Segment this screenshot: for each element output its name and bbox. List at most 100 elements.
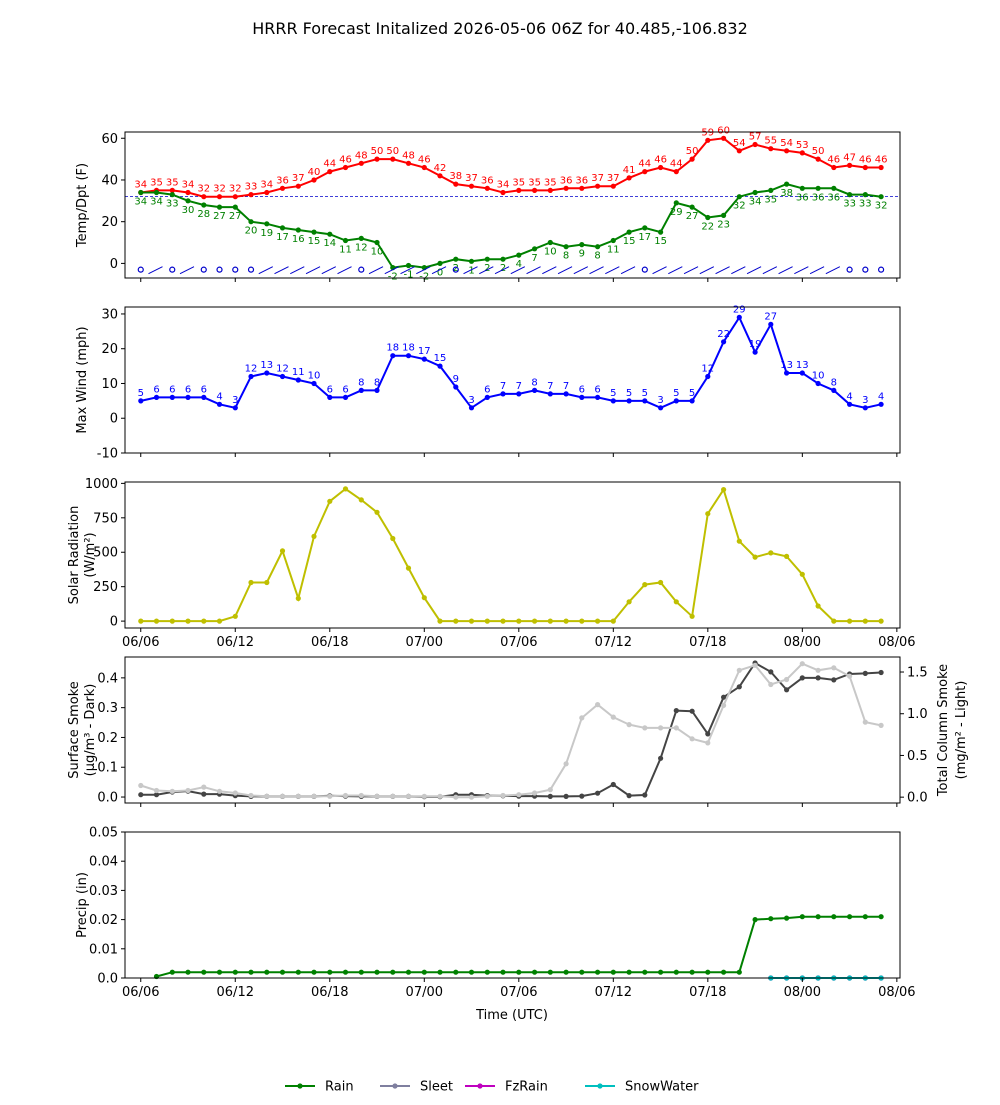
data-point <box>752 189 758 196</box>
series-line-4-2 <box>140 662 882 799</box>
data-point <box>248 579 254 586</box>
data-label: 15 <box>308 236 321 247</box>
data-point <box>248 792 254 799</box>
data-label: 37 <box>607 173 620 184</box>
data-label: 11 <box>607 245 620 256</box>
data-label: 27 <box>686 211 699 222</box>
data-point <box>673 599 679 605</box>
data-label: 37 <box>292 173 305 184</box>
y-tick-label: 750 <box>93 511 118 526</box>
data-point <box>705 740 711 746</box>
data-label: 36 <box>812 192 825 203</box>
data-label: 35 <box>166 177 179 188</box>
data-point <box>264 579 270 586</box>
data-point <box>516 187 522 193</box>
data-label: 36 <box>481 175 494 186</box>
data-label: 15 <box>654 236 667 247</box>
data-point <box>185 618 191 624</box>
data-label: 34 <box>134 180 147 191</box>
data-point <box>264 370 270 376</box>
data-point <box>579 969 585 975</box>
data-label: 36 <box>276 175 289 186</box>
data-point <box>610 398 616 404</box>
wind-barb-glyph <box>715 266 730 275</box>
data-label: 17 <box>418 346 431 357</box>
wind-barb-glyph <box>746 266 762 275</box>
data-label: 2 <box>453 263 459 274</box>
data-point <box>216 401 223 407</box>
data-point <box>689 204 695 210</box>
data-point <box>185 969 191 975</box>
data-point <box>405 793 412 799</box>
data-label: 37 <box>591 173 604 184</box>
data-point <box>878 669 884 676</box>
data-label: 20 <box>245 226 258 237</box>
data-point <box>327 169 333 175</box>
data-point <box>673 969 679 975</box>
y-right-tick-label: 0.0 <box>907 791 928 806</box>
y-right-axis-label: Total Column Smoke <box>936 664 951 797</box>
data-point <box>784 687 790 693</box>
data-point <box>264 969 270 975</box>
data-point <box>752 554 758 560</box>
data-label: 32 <box>875 201 888 212</box>
data-point <box>610 618 616 624</box>
data-point <box>138 398 144 404</box>
y-axis-label: Max Wind (mph) <box>75 326 90 433</box>
y-tick-label: 20 <box>101 215 118 230</box>
data-point <box>295 227 301 233</box>
data-point <box>358 792 364 799</box>
data-point <box>815 667 821 673</box>
data-point <box>799 661 805 667</box>
y-right-tick-label: 1.0 <box>907 707 928 722</box>
data-label: 4 <box>516 259 522 270</box>
data-point <box>736 148 742 154</box>
data-point <box>721 969 727 975</box>
data-label: 30 <box>182 205 195 216</box>
data-point <box>752 349 758 355</box>
data-label: 46 <box>827 155 840 166</box>
data-point <box>595 969 601 975</box>
data-point <box>815 675 821 681</box>
y-tick-label: 30 <box>101 307 118 322</box>
data-point <box>862 192 868 198</box>
data-point <box>201 194 207 200</box>
x-tick-label: 07/00 <box>406 635 443 650</box>
data-label: 36 <box>796 192 809 203</box>
data-point <box>705 214 711 221</box>
x-tick-label: 08/00 <box>784 635 821 650</box>
data-point <box>232 204 238 210</box>
data-label: 36 <box>827 192 840 203</box>
x-tick-label: 07/06 <box>500 985 537 1000</box>
y-tick-label: 0.04 <box>89 855 118 870</box>
data-label: 5 <box>626 388 632 399</box>
x-tick-label: 07/00 <box>406 985 443 1000</box>
data-point <box>658 725 664 731</box>
data-label: 0 <box>437 267 443 278</box>
data-point <box>642 169 648 175</box>
data-point <box>484 185 490 191</box>
data-point <box>721 339 727 345</box>
x-tick-label: 08/06 <box>878 635 915 650</box>
y-axis-label: Precip (in) <box>75 872 90 938</box>
legend-item-rain: Rain <box>285 1080 354 1095</box>
calm-wind-marker <box>846 266 853 273</box>
data-point <box>705 373 711 380</box>
data-point <box>705 511 711 517</box>
data-point <box>358 160 364 166</box>
y-tick-label: 0.03 <box>89 884 118 899</box>
data-point <box>500 618 506 624</box>
wind-barb-glyph <box>762 266 778 275</box>
plot-frame <box>124 656 901 804</box>
y-tick-label: 40 <box>101 173 118 188</box>
data-point <box>453 181 459 187</box>
data-point <box>295 377 301 383</box>
data-point <box>216 194 223 200</box>
data-point <box>516 252 522 258</box>
data-point <box>169 969 175 975</box>
data-label: 12 <box>276 364 289 375</box>
data-point <box>689 708 695 714</box>
wind-barb-glyph <box>573 266 589 275</box>
data-label: 14 <box>323 238 336 249</box>
data-point <box>484 394 490 400</box>
